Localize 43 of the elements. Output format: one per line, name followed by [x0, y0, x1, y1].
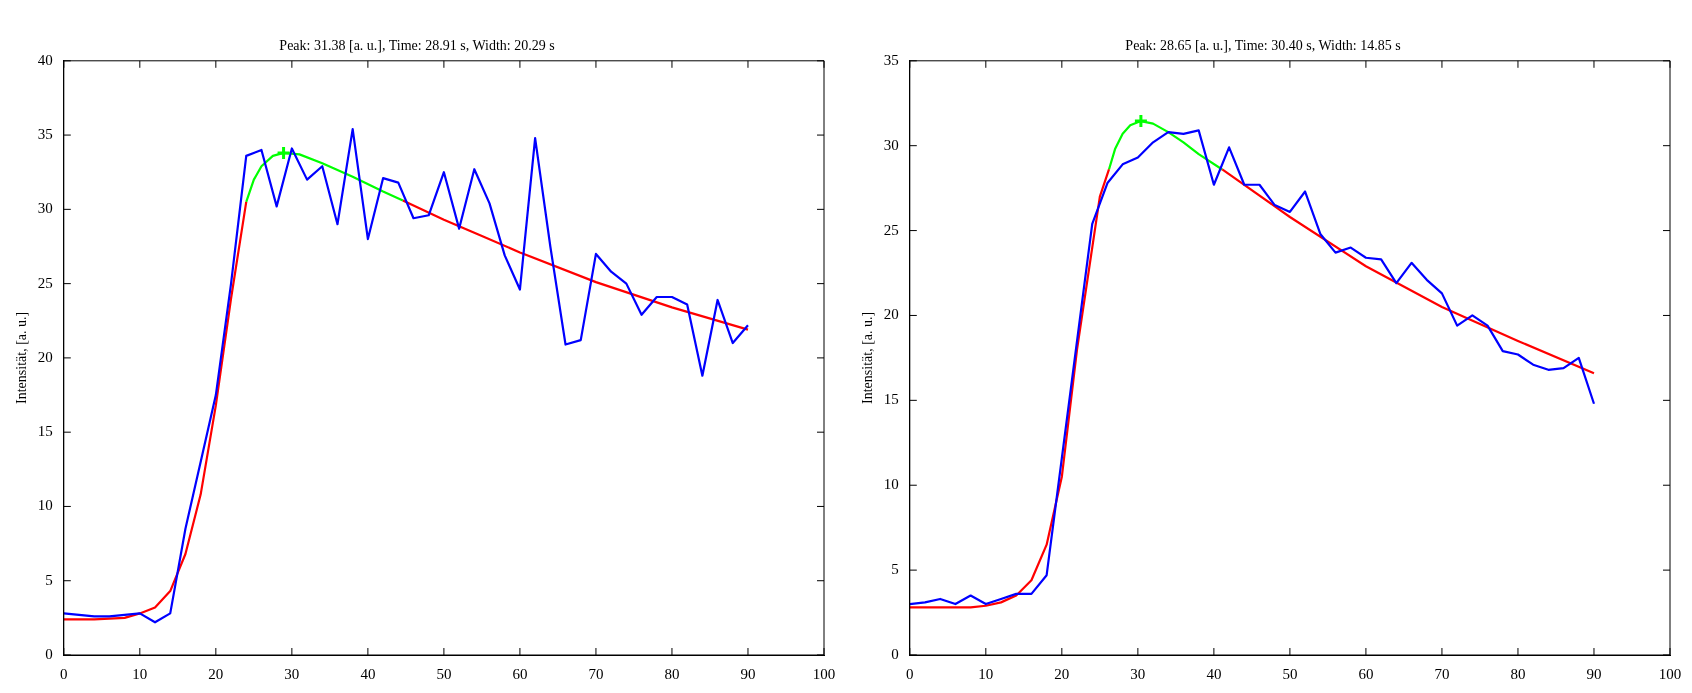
x-tick-label: 80 — [1510, 665, 1526, 682]
y-tick-label: 15 — [883, 391, 899, 408]
x-tick-label: 70 — [1434, 665, 1450, 682]
y-tick-label: 10 — [37, 497, 53, 514]
x-tick-label: 60 — [512, 665, 528, 682]
x-tick-label: 30 — [1130, 665, 1146, 682]
x-tick-label: 80 — [664, 665, 680, 682]
y-tick-label: 0 — [891, 645, 899, 662]
y-axis-title: Intensität, [a. u.] — [14, 311, 30, 404]
y-tick-label: 15 — [37, 423, 53, 440]
chart-title: Peak: 28.65 [a. u.], Time: 30.40 s, Width: 14.85 s — [1125, 38, 1401, 54]
chart-title: Peak: 31.38 [a. u.], Time: 28.91 s, Width: 20.29 s — [279, 38, 555, 54]
y-tick-label: 35 — [37, 126, 53, 143]
x-tick-label: 20 — [208, 665, 224, 682]
x-tick-label: 100 — [812, 665, 836, 682]
x-tick-label: 90 — [1586, 665, 1602, 682]
y-tick-label: 35 — [883, 51, 899, 68]
y-tick-label: 0 — [45, 645, 53, 662]
y-tick-label: 25 — [37, 274, 53, 291]
x-tick-label: 100 — [1658, 665, 1682, 682]
y-axis-title: Intensität, [a. u.] — [860, 311, 876, 404]
x-tick-label: 30 — [284, 665, 300, 682]
x-tick-label: 0 — [906, 665, 914, 682]
x-tick-label: 40 — [1206, 665, 1222, 682]
y-tick-label: 5 — [45, 571, 53, 588]
y-tick-label: 25 — [883, 221, 899, 238]
x-tick-label: 0 — [60, 665, 68, 682]
x-tick-label: 20 — [1054, 665, 1070, 682]
x-tick-label: 50 — [1282, 665, 1298, 682]
x-tick-label: 10 — [132, 665, 148, 682]
y-tick-label: 20 — [883, 306, 899, 323]
x-tick-label: 10 — [978, 665, 994, 682]
y-tick-label: 10 — [883, 476, 899, 493]
x-tick-label: 50 — [436, 665, 452, 682]
x-tick-label: 70 — [588, 665, 604, 682]
x-tick-label: 60 — [1358, 665, 1374, 682]
y-tick-label: 30 — [883, 136, 899, 153]
x-tick-label: 40 — [360, 665, 376, 682]
x-tick-label: 90 — [740, 665, 756, 682]
y-tick-label: 40 — [37, 51, 53, 68]
y-tick-label: 20 — [37, 348, 53, 365]
y-tick-label: 5 — [891, 561, 899, 578]
y-tick-label: 30 — [37, 200, 53, 217]
